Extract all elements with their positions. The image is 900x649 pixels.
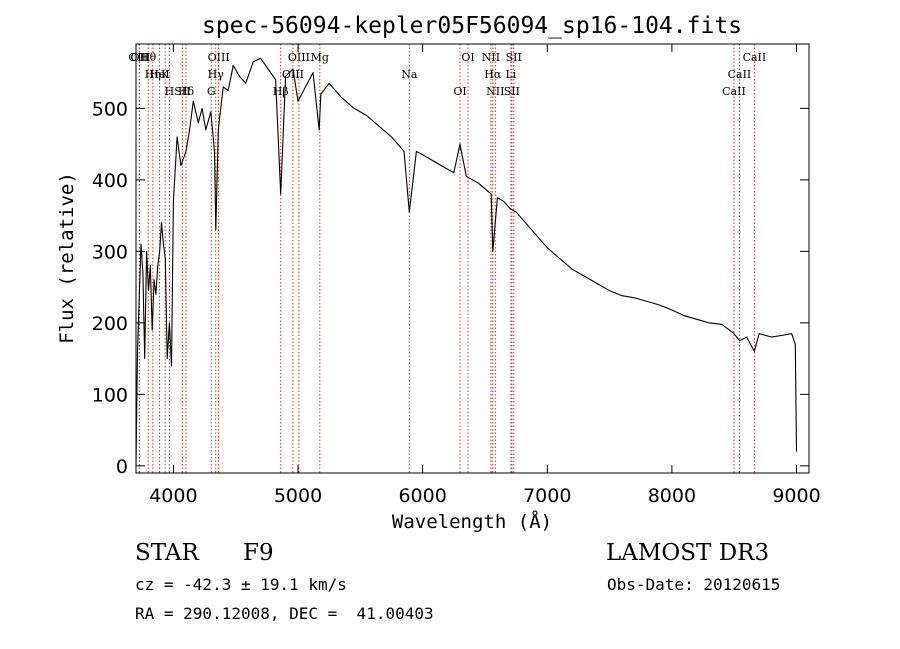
spectral-line-label: OIII: [288, 51, 310, 64]
y-tick-label: 300: [92, 241, 128, 263]
flux-line: [135, 57, 798, 466]
chart-title: spec-56094-kepler05F56094_sp16-104.fits: [202, 13, 742, 39]
spectral-line-label: OI: [453, 85, 466, 98]
redshift-value: cz = -42.3 ± 19.1 km/s: [135, 575, 347, 594]
spectral-line-label: K: [161, 68, 170, 81]
spectral-line-label: H: [165, 85, 175, 98]
spectral-line-markers: [138, 44, 755, 473]
spectral-line-label: SII: [174, 85, 190, 98]
plot-frame: [135, 43, 810, 474]
spectral-line-label: SII: [504, 85, 520, 98]
spectral-line-label: NII: [486, 85, 504, 98]
y-tick-label: 400: [92, 170, 128, 192]
spectral-line-label: Hα: [484, 68, 502, 81]
spectral-line-label: G: [207, 85, 216, 98]
object-class: STAR: [135, 540, 199, 566]
spectral-line-label: CaII: [722, 85, 746, 98]
spectral-line-label: HeI: [149, 68, 169, 81]
spectral-line-label: Hθ: [140, 51, 157, 64]
obs-date: Obs-Date: 20120615: [607, 575, 780, 594]
y-axis-ticks: 0 100 200 300 400 500: [92, 98, 809, 478]
spectral-line-label: Hβ: [273, 85, 289, 98]
x-axis-ticks: 4000 5000 6000 7000 8000 9000: [149, 44, 821, 507]
spectral-line-label: Hη: [145, 68, 161, 81]
spectral-line-label: Li: [505, 68, 516, 81]
spectral-line-label: Hδ: [178, 85, 195, 98]
x-tick-label: 6000: [398, 485, 446, 507]
x-tick-label: 8000: [648, 485, 696, 507]
spectral-line-label: Mg: [311, 51, 329, 64]
spectral-line-label: OI: [461, 51, 474, 64]
spectral-line-label: CaII: [728, 68, 752, 81]
spectral-line-label: SII: [506, 51, 522, 64]
subclass: F9: [243, 540, 274, 566]
coordinates: RA = 290.12008, DEC = 41.00403: [135, 604, 434, 623]
x-tick-label: 7000: [523, 485, 571, 507]
spectral-line-label: CaII: [743, 51, 767, 64]
x-tick-label: 4000: [149, 485, 197, 507]
y-tick-label: 0: [116, 456, 128, 478]
spectral-line-label: OIII: [208, 51, 230, 64]
spectral-line-label: OII: [131, 51, 149, 64]
spectral-line-label: Hγ: [208, 68, 225, 81]
spectral-line-label: OIII: [282, 68, 304, 81]
x-axis-label: Wavelength (Å): [392, 510, 552, 533]
flux-series: [135, 57, 798, 466]
x-tick-label: 9000: [772, 485, 820, 507]
spectral-line-label: OIII: [128, 51, 150, 64]
y-axis-label: Flux (relative): [56, 172, 78, 344]
spectral-line-label: NII: [482, 51, 500, 64]
spectral-line-label: Na: [401, 68, 418, 81]
x-tick-label: 5000: [274, 485, 322, 507]
y-tick-label: 200: [92, 313, 128, 335]
y-tick-label: 100: [92, 384, 128, 406]
survey-name: LAMOST DR3: [606, 540, 769, 566]
y-tick-label: 500: [92, 98, 128, 120]
